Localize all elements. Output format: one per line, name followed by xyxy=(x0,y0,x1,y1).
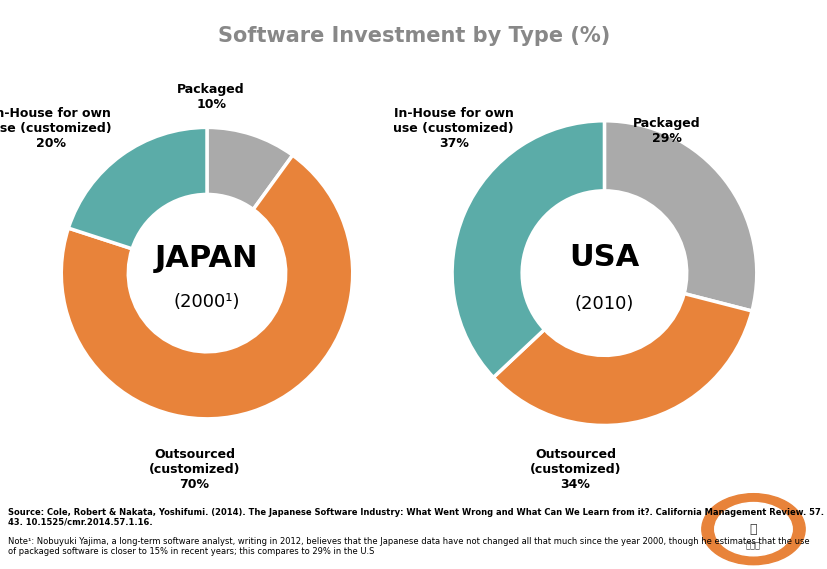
Wedge shape xyxy=(61,155,352,419)
Wedge shape xyxy=(493,294,751,426)
Text: Outsourced
(customized)
70%: Outsourced (customized) 70% xyxy=(149,448,240,491)
Text: Packaged
10%: Packaged 10% xyxy=(177,83,245,111)
Text: HAPA: HAPA xyxy=(738,508,767,518)
Text: USA: USA xyxy=(569,244,638,273)
Text: In-House for own
use (customized)
37%: In-House for own use (customized) 37% xyxy=(393,106,514,150)
Wedge shape xyxy=(207,127,292,209)
Text: JAPAN: JAPAN xyxy=(155,244,259,273)
Wedge shape xyxy=(452,121,604,377)
Circle shape xyxy=(714,502,791,556)
Text: Packaged
29%: Packaged 29% xyxy=(632,117,700,145)
Text: Note¹: Nobuyuki Yajima, a long-term software analyst, writing in 2012, believes : Note¹: Nobuyuki Yajima, a long-term soft… xyxy=(8,537,809,556)
Wedge shape xyxy=(69,127,207,249)
Circle shape xyxy=(701,494,804,564)
Text: Software Investment by Type (%): Software Investment by Type (%) xyxy=(218,26,609,46)
Text: の: の xyxy=(748,523,757,535)
Text: (2010): (2010) xyxy=(574,295,633,312)
Text: In-House for own
use (customized)
20%: In-House for own use (customized) 20% xyxy=(0,106,112,150)
Text: Source: Cole, Robert & Nakata, Yoshifumi. (2014). The Japanese Software Industry: Source: Cole, Robert & Nakata, Yoshifumi… xyxy=(8,508,827,527)
Text: たほん: たほん xyxy=(745,541,760,550)
Text: Outsourced
(customized)
34%: Outsourced (customized) 34% xyxy=(529,448,620,491)
Text: (2000¹): (2000¹) xyxy=(174,293,240,311)
Wedge shape xyxy=(604,121,756,311)
